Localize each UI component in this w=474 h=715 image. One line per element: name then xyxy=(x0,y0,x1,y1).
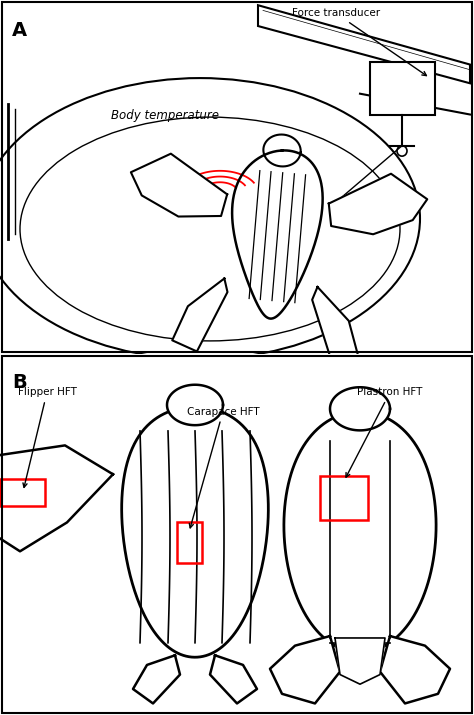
Polygon shape xyxy=(131,154,227,217)
Polygon shape xyxy=(380,636,450,704)
Text: Plastron HFT: Plastron HFT xyxy=(346,388,423,477)
Polygon shape xyxy=(172,278,228,352)
Polygon shape xyxy=(133,656,180,704)
Polygon shape xyxy=(167,385,223,425)
Polygon shape xyxy=(329,174,427,235)
Bar xyxy=(320,476,368,520)
Bar xyxy=(177,523,202,563)
Polygon shape xyxy=(270,636,340,704)
Polygon shape xyxy=(312,287,358,364)
Text: Carapace HFT: Carapace HFT xyxy=(187,407,259,528)
Text: A: A xyxy=(12,21,27,40)
Polygon shape xyxy=(258,5,470,83)
Text: Force transducer: Force transducer xyxy=(292,9,427,76)
Polygon shape xyxy=(122,407,268,657)
Text: B: B xyxy=(12,373,27,393)
Bar xyxy=(370,62,435,114)
Polygon shape xyxy=(335,638,385,684)
Text: Flipper HFT: Flipper HFT xyxy=(18,388,76,488)
Polygon shape xyxy=(284,412,436,652)
Polygon shape xyxy=(330,388,390,430)
Polygon shape xyxy=(210,656,257,704)
Polygon shape xyxy=(0,445,113,551)
Text: Body temperature: Body temperature xyxy=(111,109,219,122)
Bar xyxy=(0,479,45,506)
